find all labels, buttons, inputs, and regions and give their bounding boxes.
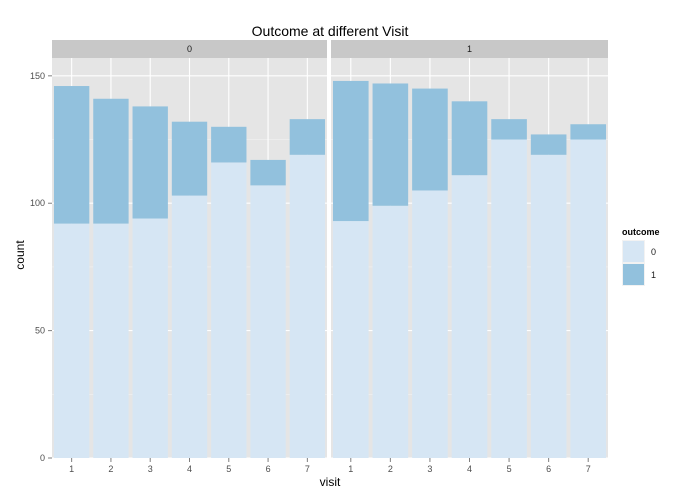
x-tick-label: 5 — [226, 464, 231, 474]
x-axis: 1 2 3 4 5 6 7 1 2 3 4 5 6 7 — [69, 458, 591, 474]
bar-facet1-visit7-outcome1 — [570, 124, 607, 140]
legend-title: outcome — [622, 227, 660, 237]
chart-title: Outcome at different Visit — [252, 23, 409, 39]
y-tick-label: 100 — [30, 198, 45, 208]
bar-facet1-visit2-outcome0 — [372, 205, 409, 458]
x-tick-label: 1 — [69, 464, 74, 474]
x-tick-label: 2 — [388, 464, 393, 474]
bar-facet0-visit2-outcome1 — [93, 98, 129, 224]
bar-facet0-visit1-outcome1 — [53, 86, 90, 224]
bar-facet1-visit6-outcome0 — [530, 154, 567, 458]
bar-facet0-visit3-outcome1 — [132, 106, 168, 219]
facet-panel-1: 1 — [331, 40, 608, 459]
bar-facet0-visit3-outcome0 — [132, 218, 168, 458]
bar-facet0-visit6-outcome1 — [250, 159, 286, 186]
bar-facet1-visit1-outcome1 — [332, 80, 369, 222]
facet-panel-0: 0 — [52, 40, 327, 459]
bar-facet0-visit7-outcome0 — [289, 154, 326, 458]
x-tick-label: 6 — [546, 464, 551, 474]
x-tick-label: 3 — [148, 464, 153, 474]
bar-facet0-visit6-outcome0 — [250, 185, 286, 458]
y-tick-label: 50 — [35, 326, 45, 336]
bar-facet1-visit5-outcome0 — [491, 139, 527, 458]
x-axis-title: visit — [320, 475, 341, 489]
bar-facet1-visit4-outcome1 — [451, 101, 488, 176]
facet-strip-label: 1 — [467, 44, 472, 54]
x-tick-label: 4 — [187, 464, 192, 474]
bar-facet0-visit2-outcome0 — [93, 223, 129, 458]
legend-swatch-1 — [623, 264, 644, 285]
bar-facet1-visit3-outcome1 — [412, 88, 448, 191]
x-tick-label: 7 — [305, 464, 310, 474]
facet-strip — [52, 40, 327, 58]
legend-swatch-0 — [623, 241, 644, 262]
x-tick-label: 1 — [348, 464, 353, 474]
bar-facet0-visit7-outcome1 — [289, 119, 326, 155]
bar-facet1-visit1-outcome0 — [332, 221, 369, 458]
bar-facet1-visit6-outcome1 — [530, 134, 567, 155]
bar-facet0-visit5-outcome0 — [211, 162, 247, 458]
x-tick-label: 6 — [266, 464, 271, 474]
x-tick-label: 2 — [108, 464, 113, 474]
y-axis: 0 50 100 150 — [30, 71, 52, 463]
bar-facet1-visit3-outcome0 — [412, 190, 448, 458]
x-tick-label: 4 — [467, 464, 472, 474]
y-tick-label: 0 — [40, 453, 45, 463]
facet-strip-label: 0 — [187, 44, 192, 54]
legend: outcome 0 1 — [622, 227, 660, 286]
legend-label-1: 1 — [651, 270, 656, 280]
x-tick-label: 5 — [507, 464, 512, 474]
bar-facet0-visit5-outcome1 — [211, 126, 247, 163]
x-tick-label: 3 — [427, 464, 432, 474]
x-tick-label: 7 — [586, 464, 591, 474]
bar-facet1-visit7-outcome0 — [570, 139, 607, 458]
bar-facet0-visit4-outcome0 — [171, 195, 208, 458]
y-axis-title: count — [13, 240, 27, 270]
bar-facet1-visit2-outcome1 — [372, 83, 409, 206]
bar-facet1-visit5-outcome1 — [491, 119, 527, 140]
y-tick-label: 150 — [30, 71, 45, 81]
facet-strip — [331, 40, 608, 58]
legend-label-0: 0 — [651, 247, 656, 257]
bar-facet1-visit4-outcome0 — [451, 175, 488, 458]
bar-facet0-visit4-outcome1 — [171, 121, 208, 196]
bar-facet0-visit1-outcome0 — [53, 223, 90, 458]
